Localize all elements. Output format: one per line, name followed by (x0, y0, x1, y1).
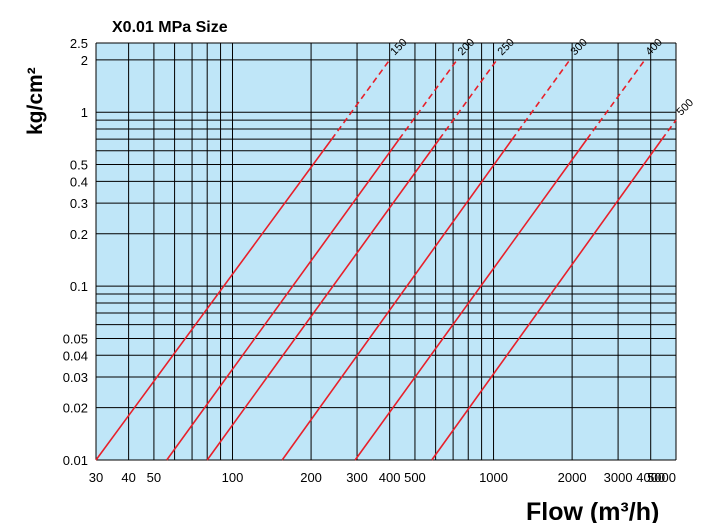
x-tick-labels: 30 40 50 100 200 300 400 500 1000 2000 3000 4000500… (89, 470, 676, 485)
series-dashed-500 (661, 119, 677, 140)
series-line-500 (431, 138, 663, 461)
series-dashed-250 (438, 59, 498, 140)
y-tick-label: 0.01 (63, 453, 88, 468)
series-line-400 (354, 138, 588, 461)
series-line-250 (206, 138, 440, 461)
x-tick-label: 50 (147, 470, 161, 485)
series-line-300 (281, 138, 513, 461)
y-tick-label: 0.02 (63, 401, 88, 416)
y-tick-label: 0.4 (70, 174, 88, 189)
y-tick-label: 0.03 (63, 370, 88, 385)
series-dashed-400 (586, 59, 646, 140)
x-tick-label: 300 (346, 470, 368, 485)
series-dashed-300 (511, 59, 571, 140)
plot-area (96, 43, 676, 460)
grid (95, 42, 677, 461)
x-tick-label: 30 (89, 470, 103, 485)
y-tick-label: 0.05 (63, 331, 88, 346)
y-tick-label: 2.5 (70, 36, 88, 51)
series-line-200 (166, 138, 400, 461)
x-tick-label: 40 (121, 470, 135, 485)
y-tick-label: 0.5 (70, 158, 88, 173)
x-tick-label: 100 (222, 470, 244, 485)
series-line-150 (95, 138, 333, 461)
y-tick-label: 1 (81, 105, 88, 120)
x-tick-label: 5000 (647, 470, 676, 485)
x-tick-label: 200 (300, 470, 322, 485)
y-axis-label: kg/cm² (24, 67, 47, 135)
y-tick-label: 2 (81, 53, 88, 68)
y-tick-label: 0.04 (63, 348, 88, 363)
chart-title: X0.01 MPa Size (112, 19, 228, 36)
series-lines (95, 59, 677, 461)
series-dashed-200 (398, 59, 458, 140)
y-tick-label: 0.1 (70, 279, 88, 294)
series-label-500: 500 (675, 97, 696, 118)
x-tick-label: 1000 (479, 470, 508, 485)
x-axis-label: Flow (m³/h) (526, 498, 659, 523)
x-tick-label: 500 (404, 470, 426, 485)
y-tick-label: 0.2 (70, 227, 88, 242)
series-dashed-150 (331, 59, 391, 140)
x-tick-label: 400 (379, 470, 401, 485)
y-tick-labels: 0.01 0.02 0.03 0.04 0.05 0.1 0.2 0.3 0.40.5 1 2 2.5 (63, 36, 88, 468)
x-tick-label: 2000 (558, 470, 587, 485)
x-tick-label: 4000 (636, 470, 665, 485)
y-tick-label: 0.3 (70, 196, 88, 211)
x-tick-label: 3000 (604, 470, 633, 485)
